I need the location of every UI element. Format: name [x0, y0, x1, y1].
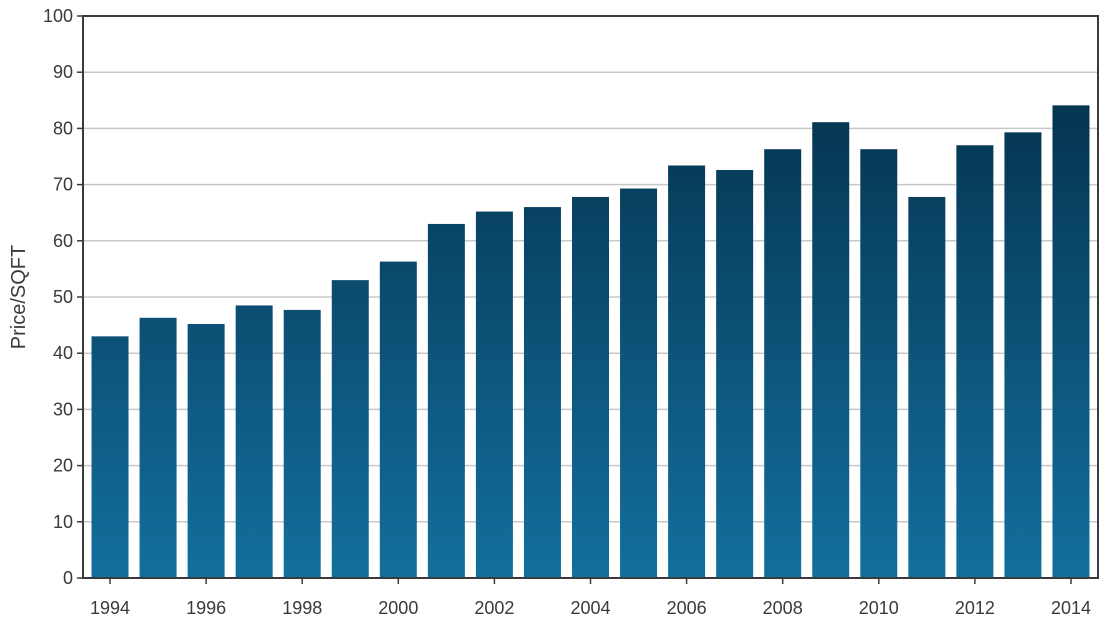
- y-tick-label: 60: [53, 231, 73, 251]
- bar-2004: [572, 196, 609, 579]
- x-tick-label: 2004: [570, 598, 610, 618]
- x-tick-label: 1998: [282, 598, 322, 618]
- y-tick-label: 40: [53, 343, 73, 363]
- bar-1998: [283, 309, 321, 578]
- x-axis: 1994 1996 1998 2000 2002 2004 2006 2008 2010 2012…: [90, 578, 1091, 618]
- bar-2005: [620, 188, 658, 578]
- y-tick-label: 20: [53, 456, 73, 476]
- bar-2003: [523, 207, 561, 578]
- bars: [91, 105, 1090, 579]
- y-axis-title: Price/SQFT: [8, 245, 30, 349]
- bar-1999: [331, 280, 369, 578]
- x-tick-label: 2002: [474, 598, 514, 618]
- x-tick-label: 2006: [667, 598, 707, 618]
- y-tick-label: 0: [63, 568, 73, 588]
- bar-2001: [427, 223, 465, 578]
- bar-2013: [1004, 132, 1042, 579]
- x-tick-label: 1996: [186, 598, 226, 618]
- x-tick-label: 2008: [763, 598, 803, 618]
- x-tick-label: 1994: [90, 598, 130, 618]
- bar-1995: [139, 317, 177, 578]
- y-tick-label: 80: [53, 118, 73, 138]
- y-tick-label: 90: [53, 62, 73, 82]
- bar-2002: [475, 211, 513, 579]
- bar-2006: [668, 165, 706, 578]
- bar-2011: [908, 196, 946, 579]
- x-tick-label: 2010: [859, 598, 899, 618]
- x-tick-label: 2000: [378, 598, 418, 618]
- bar-1996: [187, 323, 225, 578]
- bar-2010: [860, 149, 898, 578]
- y-tick-label: 10: [53, 512, 73, 532]
- y-tick-label: 100: [43, 6, 73, 26]
- y-tick-label: 50: [53, 287, 73, 307]
- bar-2008: [764, 149, 802, 578]
- y-tick-label: 30: [53, 399, 73, 419]
- y-axis: 0 10 20 30 40 50 60 70 80 90 100: [43, 6, 83, 588]
- bar-2014: [1052, 105, 1090, 578]
- x-tick-label: 2014: [1051, 598, 1091, 618]
- y-tick-label: 70: [53, 175, 73, 195]
- bar-2007: [716, 169, 754, 578]
- bar-2000: [379, 261, 417, 578]
- bar-2012: [956, 145, 994, 578]
- bar-1997: [235, 305, 273, 578]
- bar-2009: [812, 122, 850, 578]
- x-tick-label: 2012: [955, 598, 995, 618]
- bar-1994: [91, 336, 129, 578]
